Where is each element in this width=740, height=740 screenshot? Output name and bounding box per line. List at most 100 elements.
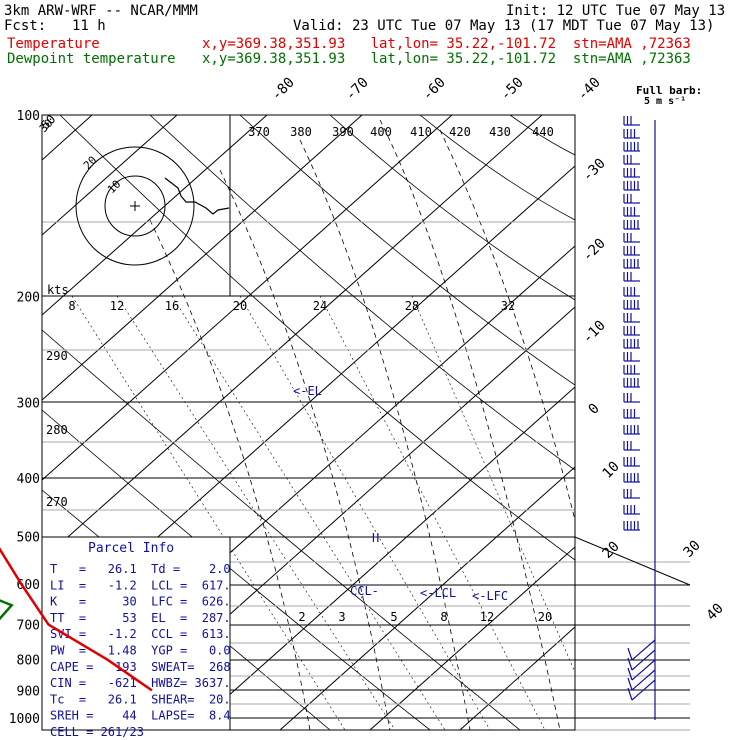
- mixing-ratio-lower-2: 2: [298, 610, 305, 624]
- pressure-label-200: 200: [17, 291, 40, 306]
- hodograph: 20 10 30 kts: [37, 115, 231, 297]
- parcel-info-row: LI = -1.2 LCL = 617.: [50, 578, 231, 592]
- plot-frame: [41, 114, 576, 731]
- wind-barb: [623, 425, 640, 435]
- theta-e-label-430: 430: [489, 125, 511, 139]
- moist-adiabat-lines: [149, 119, 575, 730]
- theta-e-label-380: 380: [290, 125, 312, 139]
- isotherm-label-10: 20: [600, 539, 623, 562]
- kts-label: kts: [47, 283, 69, 297]
- barb-legend-speed: 5 m s⁻¹: [644, 96, 686, 107]
- wind-barb-low: [627, 679, 656, 701]
- mixing-ratio-upper-32: 32: [501, 299, 515, 313]
- ccl-marker: CCL-: [350, 584, 379, 598]
- wind-barb: [623, 168, 640, 178]
- wind-barb: [623, 473, 640, 483]
- wind-barb: [623, 194, 640, 204]
- wind-barb: [623, 457, 640, 467]
- wind-barb: [623, 365, 640, 375]
- theta-e-label-420: 420: [449, 125, 471, 139]
- dewpoint-location-info: x,y=369.38,351.93 lat,lon= 35.22,-101.72…: [202, 51, 691, 67]
- barb-legend-title: Full barb:: [636, 84, 702, 97]
- wind-barb: [623, 313, 640, 323]
- wind-barb: [623, 489, 640, 499]
- parcel-info-frame: [41, 536, 231, 731]
- hodograph-trace: [164, 177, 230, 215]
- pressure-label-700: 700: [17, 619, 40, 634]
- mixing-ratio-upper-12: 12: [110, 299, 124, 313]
- parcel-info-title: Parcel Info: [88, 541, 174, 556]
- dewpoint-legend-label: Dewpoint temperature: [7, 51, 176, 67]
- parcel-info-row: K = 30 LFC = 626.: [50, 595, 231, 609]
- temperature-legend-label: Temperature: [7, 36, 100, 52]
- plot-corner-extension: [574, 536, 691, 586]
- pressure-axis: 100 200 300 400 500 600 700 800 900 1000: [9, 109, 40, 727]
- mixing-ratio-lower-8: 8: [440, 610, 447, 624]
- mixing-ratio-upper-28: 28: [405, 299, 419, 313]
- isotherm-label-2: -60: [420, 75, 449, 104]
- pressure-label-400: 400: [17, 472, 40, 487]
- level-annotations: <-EL <-LCL <-LFC CCL- H: [293, 384, 508, 603]
- theta-label-290: 290: [46, 349, 68, 363]
- el-marker: <-EL: [293, 384, 322, 398]
- valid-time: Valid: 23 UTC Tue 07 May 13 (17 MDT Tue …: [293, 18, 715, 34]
- wind-barb: [623, 155, 640, 165]
- wind-barb: [623, 246, 640, 256]
- isotherm-label-6: -20: [580, 236, 609, 265]
- lcl-marker: <-LCL: [420, 586, 456, 600]
- pressure-label-1000: 1000: [9, 712, 40, 727]
- parcel-info-row: CELL = 261/23: [50, 725, 144, 739]
- mixing-ratio-upper-24: 24: [313, 299, 327, 313]
- wind-barb: [623, 287, 640, 297]
- theta-label-270: 270: [46, 495, 68, 509]
- wind-barb: [623, 378, 640, 388]
- mixing-ratio-labels: 8 12 16 20 24 28 32 2 3 5 8 12 20: [68, 299, 552, 624]
- parcel-top-marker: H: [372, 531, 379, 545]
- wind-barb: [623, 272, 640, 282]
- wind-barb: [623, 220, 640, 230]
- forecast-label: Fcst:: [4, 18, 47, 34]
- parcel-info-row: PW = 1.48 YGP = 0.0: [50, 644, 231, 658]
- wind-barb-low: [627, 649, 656, 671]
- wind-barb: [623, 207, 640, 217]
- isotherm-label-0: -80: [269, 75, 298, 104]
- pressure-label-900: 900: [17, 684, 40, 699]
- parcel-info-row: Tc = 26.1 SHEAR= 20.: [50, 692, 231, 706]
- mixing-ratio-lower-20: 20: [538, 610, 552, 624]
- wind-barb: [623, 339, 640, 349]
- isotherm-label-8: 0: [586, 401, 603, 418]
- wind-barb: [623, 352, 640, 362]
- theta-e-label-440: 440: [532, 125, 554, 139]
- lfc-marker: <-LFC: [472, 589, 508, 603]
- isotherm-label-5: -30: [580, 156, 609, 185]
- temperature-trace: [0, 547, 153, 692]
- wind-barb-low: [627, 639, 656, 661]
- theta-e-label-390: 390: [332, 125, 354, 139]
- wind-barb: [623, 181, 640, 191]
- pressure-label-300: 300: [17, 397, 40, 412]
- wind-barb-low: [627, 659, 656, 681]
- pressure-label-800: 800: [17, 654, 40, 669]
- mixing-ratio-lines: [71, 295, 575, 730]
- isotherm-label-7: -10: [580, 318, 609, 347]
- parcel-info-row: SREH = 44 LAPSE= 8.4: [50, 709, 231, 723]
- mixing-ratio-upper-8: 8: [68, 299, 75, 313]
- isotherm-label-12: 40: [704, 601, 727, 624]
- wind-barb: [623, 300, 640, 310]
- dewpoint-trace: [0, 599, 14, 621]
- theta-e-labels: 370 380 390 400 410 420 430 440: [248, 125, 554, 139]
- pressure-label-600: 600: [17, 578, 40, 593]
- forecast-hour: 11 h: [72, 18, 106, 34]
- hodograph-ring-20: [75, 146, 195, 266]
- pressure-label-100: 100: [17, 109, 40, 124]
- parcel-info-row: CAPE = 193 SWEAT= 268: [50, 660, 231, 674]
- wind-barbs: [623, 116, 656, 720]
- wind-barb: [623, 116, 640, 126]
- model-title: 3km ARW-WRF -- NCAR/MMM: [4, 3, 198, 19]
- isotherm-label-4: -40: [575, 75, 604, 104]
- mixing-ratio-lower-3: 3: [338, 610, 345, 624]
- mixing-ratio-upper-20: 20: [233, 299, 247, 313]
- wind-barb: [623, 233, 640, 243]
